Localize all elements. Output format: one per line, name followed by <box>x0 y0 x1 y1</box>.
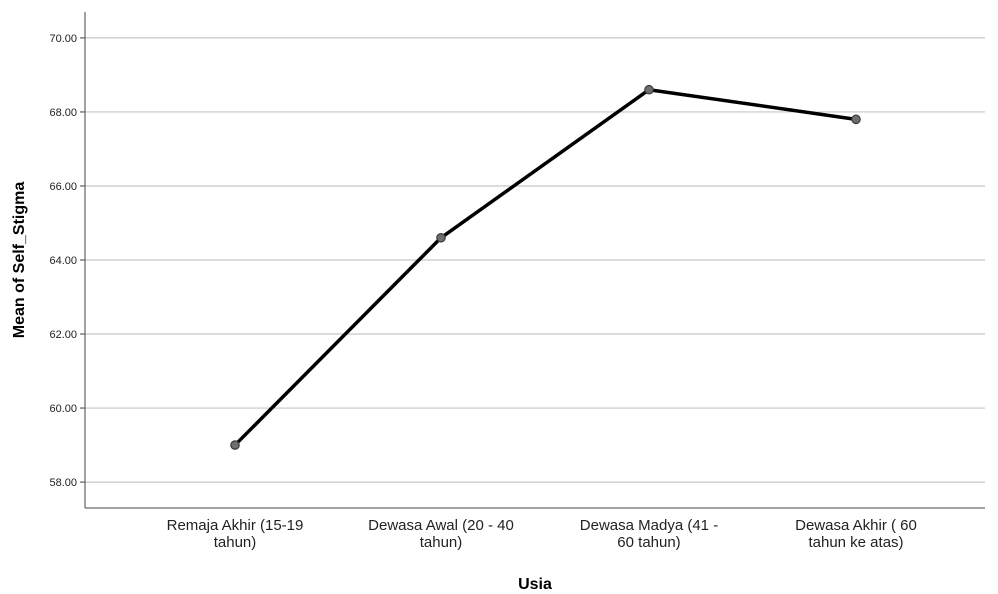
x-category-label-line: Dewasa Madya (41 - <box>580 517 718 534</box>
y-tick-labels: 58.00 60.00 62.00 64.00 66.00 68.00 70.00 <box>49 33 77 489</box>
x-category-label-line: Dewasa Awal (20 - 40 <box>368 517 514 534</box>
data-point <box>436 232 446 243</box>
y-tick-label: 70.00 <box>49 33 77 45</box>
x-category-label-line: Remaja Akhir (15-19 <box>167 517 304 534</box>
x-category-label-line: tahun) <box>420 534 463 551</box>
y-tick-label: 62.00 <box>49 329 77 341</box>
x-category-labels: Remaja Akhir (15-19 tahun)Dewasa Awal (20… <box>167 517 917 551</box>
y-tick-label: 64.00 <box>49 255 77 267</box>
x-category-label-line: 60 tahun) <box>617 534 680 551</box>
y-tick-label: 66.00 <box>49 181 77 193</box>
series-line <box>233 87 858 447</box>
y-tick-label: 68.00 <box>49 107 77 119</box>
x-category-label-line: Dewasa Akhir ( 60 <box>795 517 917 534</box>
series-self-stigma <box>230 84 861 450</box>
gridlines <box>85 37 985 483</box>
axes <box>80 12 985 509</box>
y-tick-label: 60.00 <box>49 403 77 415</box>
data-point <box>230 440 240 450</box>
y-axis-title: Mean of Self_Stigma <box>11 182 28 339</box>
x-category-label: Dewasa Awal (20 - 40 tahun) <box>368 517 514 551</box>
x-category-label: Dewasa Akhir ( 60 tahun ke atas) <box>795 517 917 551</box>
x-axis-title: Usia <box>518 576 552 593</box>
x-category-label-line: tahun ke atas) <box>808 534 903 551</box>
data-point <box>644 84 654 95</box>
x-category-label-line: tahun) <box>214 534 257 551</box>
x-category-label: Remaja Akhir (15-19 tahun) <box>167 517 304 551</box>
data-point <box>851 114 861 125</box>
x-category-label: Dewasa Madya (41 -60 tahun) <box>580 517 718 551</box>
y-tick-label: 58.00 <box>49 477 77 489</box>
